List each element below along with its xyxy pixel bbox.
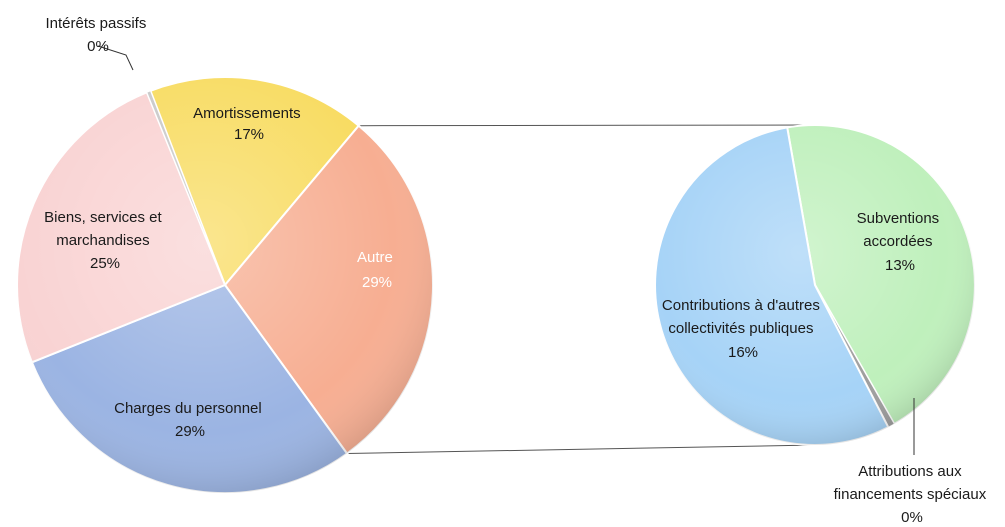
label-interets-passifs: Intérêts passifs 0% — [45, 15, 150, 55]
label-subventions-line1: Subventions — [857, 210, 940, 227]
label-interets-value: 0% — [87, 38, 109, 55]
label-autre-name: Autre — [357, 249, 393, 266]
label-contributions-value: 16% — [728, 344, 758, 361]
connector-line-bottom — [347, 445, 815, 453]
label-biens-line2: marchandises — [56, 232, 149, 249]
label-autre-value: 29% — [362, 274, 392, 291]
label-contributions-line1: Contributions à d'autres — [662, 297, 820, 314]
label-contributions-line2: collectivités publiques — [668, 320, 813, 337]
secondary-pie — [655, 125, 975, 445]
label-charges-name: Charges du personnel — [114, 400, 262, 417]
label-attributions-value: 0% — [901, 509, 923, 526]
label-attributions-line2: financements spéciaux — [834, 486, 987, 503]
label-biens-value: 25% — [90, 255, 120, 272]
label-amortissements-value: 17% — [234, 126, 264, 143]
label-attributions-line1: Attributions aux — [858, 463, 962, 480]
label-subventions-value: 13% — [885, 257, 915, 274]
label-charges-value: 29% — [175, 423, 205, 440]
label-subventions-line2: accordées — [863, 233, 932, 250]
connector-line-top — [359, 125, 815, 126]
label-interets-name: Intérêts passifs — [45, 15, 146, 32]
label-amortissements-name: Amortissements — [193, 105, 301, 122]
label-biens-line1: Biens, services et — [44, 209, 162, 226]
label-attributions: Attributions aux financements spéciaux 0… — [834, 463, 991, 526]
